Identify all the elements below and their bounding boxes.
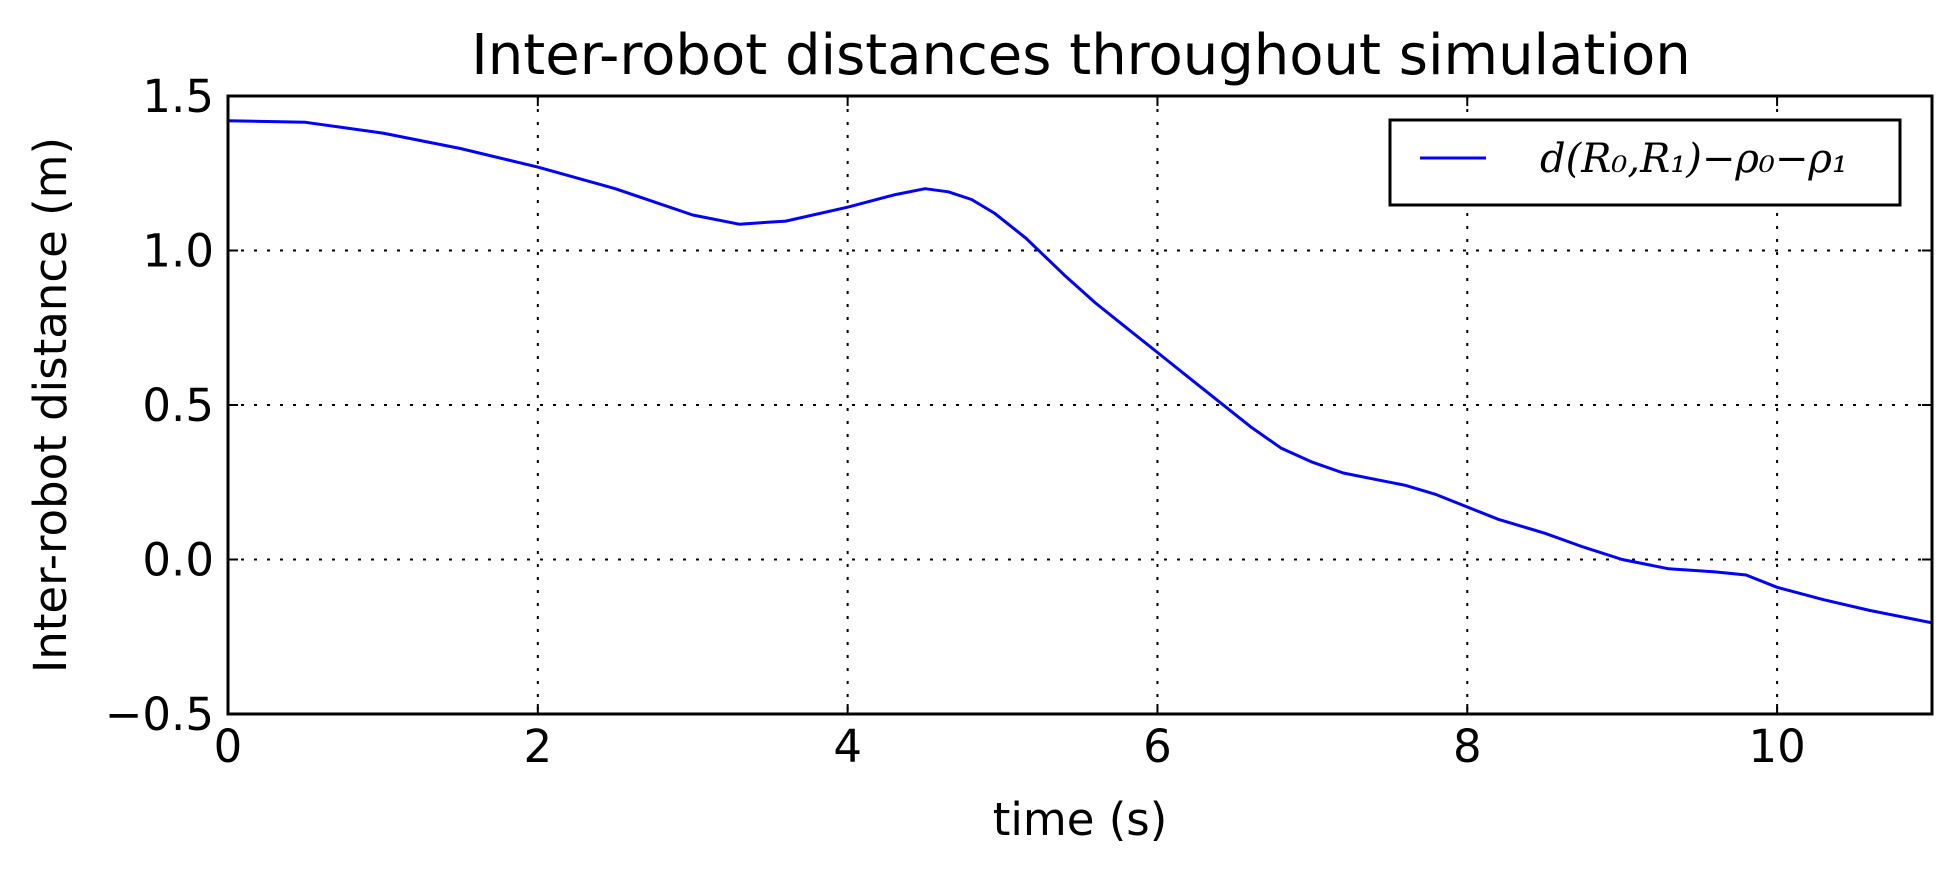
x-axis-label: time (s)	[993, 793, 1168, 846]
legend-label: d(R₀,R₁)−ρ₀−ρ₁	[1540, 136, 1848, 182]
x-tick-label: 6	[1143, 720, 1172, 773]
ticks-layer: 0 2 4 6 8 10 −0.5 0.0 0.5 1.0 1.5	[105, 70, 1932, 773]
y-tick-label: −0.5	[105, 688, 214, 741]
series-layer	[227, 119, 1933, 625]
grid-layer	[228, 96, 1932, 714]
legend: d(R₀,R₁)−ρ₀−ρ₁	[1388, 118, 1902, 207]
x-tick-label: 2	[523, 720, 552, 773]
x-tick-label: 8	[1453, 720, 1482, 773]
legend-box	[1388, 118, 1902, 207]
x-tick-label: 4	[833, 720, 862, 773]
series-line-0	[227, 119, 1933, 625]
x-tick-label: 10	[1748, 720, 1805, 773]
y-tick-label: 1.0	[142, 225, 214, 278]
y-tick-label: 0.0	[142, 534, 214, 587]
x-tick-label: 0	[214, 720, 243, 773]
y-axis-label: Inter-robot distance (m)	[24, 137, 77, 673]
chart-title: Inter-robot distances throughout simulat…	[471, 23, 1690, 88]
y-tick-label: 1.5	[142, 70, 214, 123]
y-tick-label: 0.5	[142, 379, 214, 432]
